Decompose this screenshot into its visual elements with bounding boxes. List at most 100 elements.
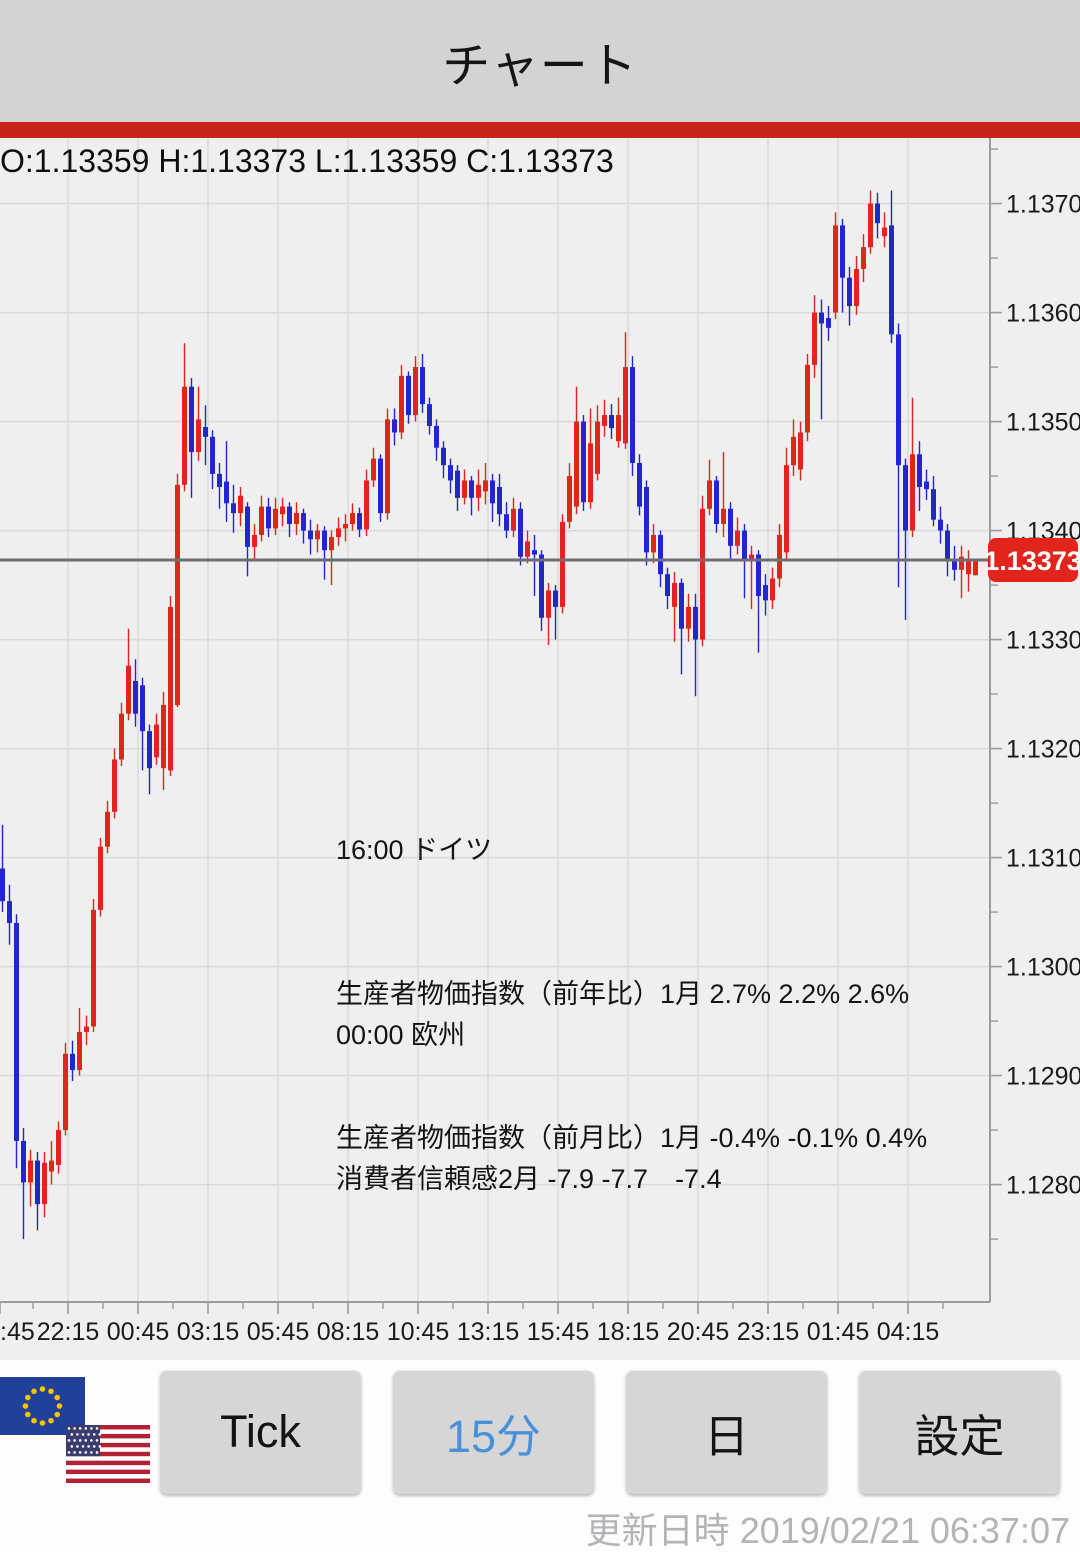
candle-body bbox=[763, 585, 768, 601]
candle-body bbox=[98, 846, 103, 910]
candle-body bbox=[931, 489, 936, 520]
candle-body bbox=[406, 375, 411, 416]
candle-body bbox=[798, 432, 803, 470]
page-title: チャート bbox=[442, 40, 638, 93]
candle-body bbox=[168, 606, 173, 771]
x-axis-label: 22:15 bbox=[37, 1318, 100, 1346]
candle-body bbox=[672, 582, 677, 607]
candle-body bbox=[0, 868, 5, 902]
candle-body bbox=[546, 590, 551, 618]
candle-body bbox=[350, 513, 355, 525]
candle-body bbox=[287, 506, 292, 525]
y-axis-label: 1.13500 bbox=[1006, 409, 1080, 437]
candle-body bbox=[224, 481, 229, 504]
candle-body bbox=[413, 367, 418, 416]
candle-body bbox=[686, 606, 691, 629]
candle-body bbox=[56, 1130, 61, 1165]
x-axis-label: :45 bbox=[0, 1318, 35, 1346]
candle-body bbox=[665, 574, 670, 596]
candle-body bbox=[644, 486, 649, 553]
candle-body bbox=[791, 436, 796, 466]
candle-body bbox=[273, 508, 278, 529]
tick-button[interactable]: Tick bbox=[160, 1370, 361, 1494]
candle-body bbox=[259, 506, 264, 535]
candle-body bbox=[469, 480, 474, 498]
candle-body bbox=[231, 503, 236, 514]
candle-body bbox=[441, 447, 446, 466]
candle-body bbox=[567, 476, 572, 522]
candle-body bbox=[420, 367, 425, 405]
annotation-line: 消費者信頼感2月 -7.9 -7.7 -7.4 bbox=[336, 1164, 722, 1194]
candle-body bbox=[518, 508, 523, 557]
candle-body bbox=[28, 1160, 33, 1183]
candle-body bbox=[959, 556, 964, 570]
settings-button[interactable]: 設定 bbox=[859, 1370, 1060, 1494]
candle-body bbox=[903, 465, 908, 531]
candle-body bbox=[35, 1160, 40, 1205]
candle-body bbox=[84, 1026, 89, 1032]
usd-flag-icon bbox=[66, 1425, 150, 1483]
candle-body bbox=[497, 486, 502, 515]
candle-body bbox=[609, 415, 614, 429]
candle-body bbox=[854, 268, 859, 307]
x-axis-label: 00:45 bbox=[107, 1318, 170, 1346]
candle-body bbox=[945, 530, 950, 559]
day-button[interactable]: 日 bbox=[626, 1370, 827, 1494]
candle-body bbox=[154, 724, 159, 758]
candle-body bbox=[63, 1053, 68, 1131]
candle-body bbox=[658, 534, 663, 575]
candle-body bbox=[329, 537, 334, 551]
x-axis-label: 04:15 bbox=[877, 1318, 940, 1346]
candle-body bbox=[777, 534, 782, 579]
candle-body bbox=[49, 1160, 54, 1172]
x-axis-label: 15:45 bbox=[527, 1318, 590, 1346]
candle-body bbox=[238, 495, 243, 514]
candle-body bbox=[952, 558, 957, 570]
candle-body bbox=[315, 530, 320, 540]
candle-body bbox=[707, 480, 712, 509]
candle-body bbox=[483, 480, 488, 492]
candle-body bbox=[805, 364, 810, 433]
candle-body bbox=[938, 519, 943, 531]
candle-body bbox=[623, 367, 628, 444]
x-axis-label: 05:45 bbox=[247, 1318, 310, 1346]
candle-body bbox=[14, 922, 19, 1141]
candle-body bbox=[630, 367, 635, 463]
candle-body bbox=[539, 554, 544, 618]
candle-body bbox=[252, 534, 257, 547]
news-annotation-europe: 00:00 欧州 消費者信頼感2月 -7.9 -7.7 -7.4 bbox=[336, 915, 722, 1299]
candle-body bbox=[217, 473, 222, 487]
candle-body bbox=[322, 530, 327, 551]
candle-body bbox=[196, 419, 201, 453]
candle-body bbox=[392, 419, 397, 433]
candle-body bbox=[840, 225, 845, 278]
x-axis-label: 01:45 bbox=[807, 1318, 870, 1346]
price-chart[interactable]: 1.137001.136001.135001.134001.133001.132… bbox=[0, 138, 1080, 1360]
candle-body bbox=[448, 465, 453, 481]
x-axis-label: 20:45 bbox=[667, 1318, 730, 1346]
currency-pair-flags[interactable] bbox=[0, 1377, 155, 1489]
x-axis-label: 13:15 bbox=[457, 1318, 520, 1346]
candle-body bbox=[77, 1031, 82, 1071]
candle-body bbox=[770, 578, 775, 601]
last-updated-value: 2019/02/21 06:37:07 bbox=[739, 1510, 1070, 1551]
candle-body bbox=[91, 909, 96, 1027]
y-axis-label: 1.13200 bbox=[1006, 736, 1080, 764]
candle-body bbox=[308, 530, 313, 540]
candle-body bbox=[161, 704, 166, 769]
current-price-badge bbox=[988, 538, 1078, 582]
candle-body bbox=[511, 508, 516, 531]
candle-body bbox=[105, 811, 110, 847]
candle-body bbox=[924, 481, 929, 490]
candle-body bbox=[560, 521, 565, 607]
candle-body bbox=[189, 386, 194, 453]
y-axis-label: 1.12800 bbox=[1006, 1172, 1080, 1200]
candle-body bbox=[966, 561, 971, 575]
candle-body bbox=[812, 312, 817, 365]
candle-body bbox=[847, 277, 852, 307]
candle-body bbox=[301, 513, 306, 531]
15min-button[interactable]: 15分 bbox=[393, 1370, 594, 1494]
candle-body bbox=[826, 318, 831, 328]
candle-body bbox=[595, 421, 600, 474]
candlestick-chart-svg: 1.137001.136001.135001.134001.133001.132… bbox=[0, 138, 1080, 1346]
